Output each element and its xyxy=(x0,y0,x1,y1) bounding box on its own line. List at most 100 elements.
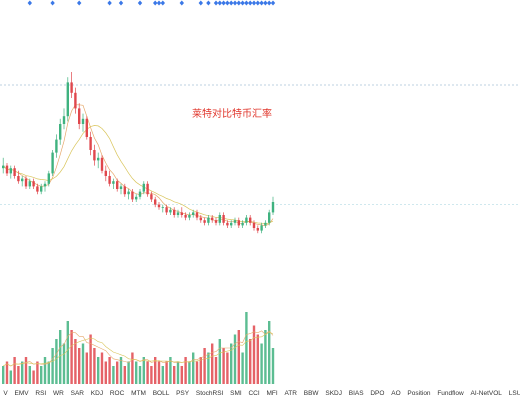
candle-body xyxy=(230,222,233,226)
indicator-tab-bar: V EMV RSI WR SAR KDJ ROC MTM BOLL PSY StochRSI SMI C… xyxy=(0,386,520,400)
candle-body xyxy=(169,209,172,213)
indicator-tab[interactable]: AI-NetVOL xyxy=(470,389,502,397)
candle-body xyxy=(112,181,115,184)
volume-bar xyxy=(116,361,119,384)
volume-bar xyxy=(218,339,221,384)
indicator-tab[interactable]: SMI xyxy=(230,389,242,397)
candle-body xyxy=(123,186,126,195)
volume-bar xyxy=(74,339,77,384)
indicator-tab[interactable]: BBW xyxy=(303,389,319,397)
candle-body xyxy=(195,212,199,218)
signal-marker-icon xyxy=(248,0,253,6)
candle-body xyxy=(199,217,202,221)
volume-bar xyxy=(271,348,275,384)
candle-body xyxy=(150,194,153,200)
volume-bar xyxy=(226,352,229,384)
candle-body xyxy=(131,191,134,200)
volume-bar xyxy=(237,330,240,384)
candle-body xyxy=(241,222,244,226)
candle-body xyxy=(62,116,66,124)
volume-bar xyxy=(256,334,259,384)
volume-bar xyxy=(66,321,69,384)
candle-body xyxy=(161,207,164,208)
candle-body xyxy=(256,228,259,231)
indicator-tab[interactable]: WR xyxy=(53,389,64,397)
indicator-tab[interactable]: Position xyxy=(407,389,431,397)
volume-bar xyxy=(51,348,54,384)
indicator-tab[interactable]: LSUR xyxy=(508,389,520,397)
volume-bar xyxy=(249,339,252,384)
volume-bar xyxy=(233,334,237,384)
candle-body xyxy=(146,183,149,195)
candle-body xyxy=(192,212,195,215)
signal-marker-icon xyxy=(251,0,257,6)
volume-bar xyxy=(230,343,233,384)
volume-bar xyxy=(150,366,153,384)
candle-body xyxy=(245,217,248,223)
indicator-tab[interactable]: V xyxy=(3,389,8,397)
indicator-tab[interactable]: Fundflow xyxy=(437,389,464,397)
indicator-tab[interactable]: StochRSI xyxy=(195,389,224,397)
candle-body xyxy=(70,82,73,93)
volume-bar xyxy=(40,366,43,384)
indicator-tab[interactable]: AO xyxy=(391,389,401,397)
indicator-tab[interactable]: PSY xyxy=(176,389,190,397)
candle-body xyxy=(2,165,5,169)
indicator-tab[interactable]: MTM xyxy=(131,389,146,397)
volume-bar xyxy=(32,370,35,384)
signal-marker-icon xyxy=(118,0,124,6)
signal-marker-icon xyxy=(27,0,32,6)
indicator-tab[interactable]: RSI xyxy=(35,389,47,397)
volume-bar xyxy=(17,366,20,384)
indicator-tab[interactable]: ROC xyxy=(109,389,125,397)
indicator-tab[interactable]: BIAS xyxy=(348,389,364,397)
candle-body xyxy=(74,92,77,109)
volume-bar xyxy=(252,325,256,384)
indicator-tab[interactable]: DPO xyxy=(370,389,385,397)
candle-body xyxy=(85,118,88,137)
indicator-tab[interactable]: EMV xyxy=(14,389,29,397)
signal-marker-icon xyxy=(213,0,219,6)
volume-bar xyxy=(169,357,172,384)
volume-bar xyxy=(70,330,73,384)
indicator-tab[interactable]: CCI xyxy=(248,389,260,397)
candle-body xyxy=(24,178,28,187)
reference-lines xyxy=(0,84,520,206)
volume-bar xyxy=(154,357,157,384)
volume-bar xyxy=(142,357,145,384)
volume-bar xyxy=(195,361,199,384)
volume-bar xyxy=(13,357,16,384)
volume-bar xyxy=(127,361,130,384)
volume-bar xyxy=(97,357,100,384)
volume-bar xyxy=(245,312,248,384)
volume-bar xyxy=(93,348,96,384)
signal-marker-icon xyxy=(240,0,245,6)
signal-marker-icon xyxy=(225,0,230,6)
candle-body xyxy=(119,186,123,189)
candle-body xyxy=(89,137,92,150)
candle-body xyxy=(32,181,35,187)
candle-body xyxy=(188,215,191,218)
signal-marker-icon xyxy=(229,0,234,6)
candle-body xyxy=(59,124,62,140)
indicator-tab[interactable]: KDJ xyxy=(90,389,104,397)
volume-bar xyxy=(119,357,123,384)
candle-body xyxy=(51,152,54,174)
candle-body xyxy=(78,108,81,124)
candle-body xyxy=(5,165,9,174)
indicator-tab[interactable]: MFI xyxy=(266,389,278,397)
indicator-tab[interactable]: ATR xyxy=(284,389,297,397)
volume-bar xyxy=(112,366,115,384)
volume-bar xyxy=(78,348,81,384)
chart-canvas[interactable]: 莱特对比特币汇率 xyxy=(0,0,520,386)
volume-bar xyxy=(21,361,24,384)
indicator-tab[interactable]: SAR xyxy=(70,389,85,397)
volume-bar xyxy=(43,357,47,384)
signal-markers xyxy=(27,0,276,6)
volume-bar xyxy=(36,361,39,384)
indicator-tab[interactable]: SKDJ xyxy=(325,389,342,397)
volume-bar xyxy=(188,361,191,384)
signal-marker-icon xyxy=(77,0,82,6)
indicator-tab[interactable]: BOLL xyxy=(152,389,170,397)
